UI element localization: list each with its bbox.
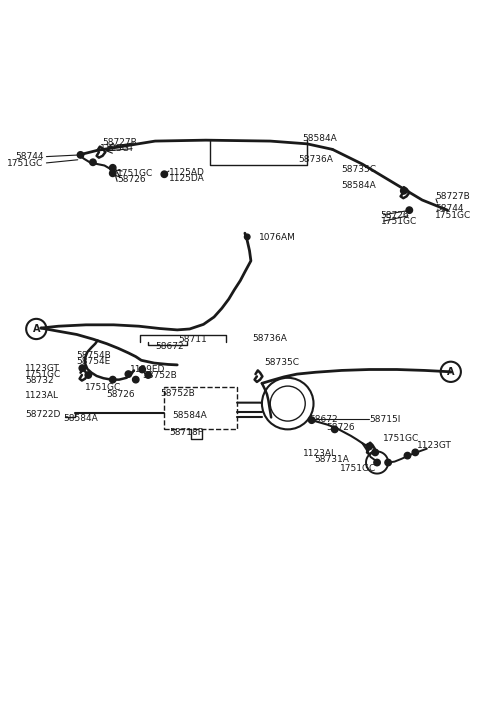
Text: 58754B: 58754B [76, 351, 111, 360]
Text: 58584A: 58584A [342, 181, 376, 190]
Circle shape [145, 372, 151, 378]
Bar [164, 387, 237, 429]
Text: 1123GT: 1123GT [417, 441, 452, 450]
Text: 1751GC: 1751GC [340, 464, 376, 473]
Text: 1123AL: 1123AL [303, 449, 337, 458]
Text: 58752B: 58752B [161, 389, 195, 398]
Text: 1751GC: 1751GC [435, 210, 471, 220]
Circle shape [90, 159, 96, 165]
Text: 58736A: 58736A [298, 156, 333, 165]
Circle shape [79, 365, 85, 371]
Text: 58672: 58672 [155, 342, 184, 351]
Text: 1123GT: 1123GT [99, 144, 134, 153]
Text: 58732: 58732 [25, 376, 54, 385]
Text: 1076AM: 1076AM [259, 233, 296, 242]
Text: 58722D: 58722D [25, 410, 60, 419]
Text: A: A [33, 324, 40, 334]
Text: 58727B: 58727B [102, 138, 137, 147]
Text: 58726: 58726 [326, 422, 355, 432]
Circle shape [406, 207, 412, 213]
Circle shape [109, 377, 116, 383]
Text: 1123GT: 1123GT [25, 364, 60, 372]
Text: 58731A: 58731A [314, 455, 349, 464]
Circle shape [125, 371, 132, 377]
Circle shape [109, 170, 116, 177]
Text: 58584A: 58584A [63, 414, 98, 423]
Text: 58726: 58726 [381, 210, 409, 220]
Text: 1751GC: 1751GC [7, 158, 44, 168]
Text: 58754E: 58754E [76, 357, 110, 365]
Circle shape [132, 377, 139, 383]
Text: 1751GC: 1751GC [25, 370, 61, 379]
Text: 58727B: 58727B [435, 192, 470, 201]
Text: 1123AL: 1123AL [25, 391, 59, 401]
Text: 58752B: 58752B [142, 370, 177, 379]
Text: 58736A: 58736A [252, 334, 287, 343]
Text: 58584A: 58584A [173, 411, 207, 420]
Circle shape [309, 417, 315, 423]
Circle shape [412, 449, 419, 455]
Text: 58715I: 58715I [369, 415, 401, 424]
Text: 58672: 58672 [310, 415, 338, 424]
Text: 58735C: 58735C [264, 358, 300, 367]
Text: 58735C: 58735C [342, 165, 377, 174]
Text: 1751GC: 1751GC [117, 169, 154, 178]
Text: 1751GC: 1751GC [85, 384, 121, 392]
Text: 58711: 58711 [178, 334, 207, 344]
Circle shape [385, 459, 391, 466]
Circle shape [372, 449, 378, 455]
Text: 58726: 58726 [107, 390, 135, 399]
Circle shape [401, 187, 407, 194]
Circle shape [161, 171, 168, 177]
Text: A: A [447, 367, 455, 377]
Text: 1125AD: 1125AD [169, 168, 205, 177]
Text: 1125DA: 1125DA [169, 174, 204, 183]
Circle shape [366, 444, 372, 450]
Circle shape [85, 372, 92, 378]
Text: 58718F: 58718F [169, 428, 203, 437]
Text: 58744: 58744 [435, 204, 464, 213]
Text: 1751GC: 1751GC [381, 217, 417, 226]
Text: 58584A: 58584A [302, 134, 337, 144]
Text: 1129ED: 1129ED [130, 365, 165, 374]
Circle shape [374, 459, 380, 466]
Circle shape [244, 234, 250, 239]
Circle shape [77, 151, 84, 158]
Circle shape [139, 366, 145, 372]
Circle shape [109, 165, 116, 171]
Text: 58744: 58744 [15, 152, 44, 161]
Text: 58726: 58726 [117, 175, 146, 184]
Text: 1751GC: 1751GC [383, 434, 420, 443]
Circle shape [332, 426, 338, 432]
Circle shape [404, 453, 411, 459]
